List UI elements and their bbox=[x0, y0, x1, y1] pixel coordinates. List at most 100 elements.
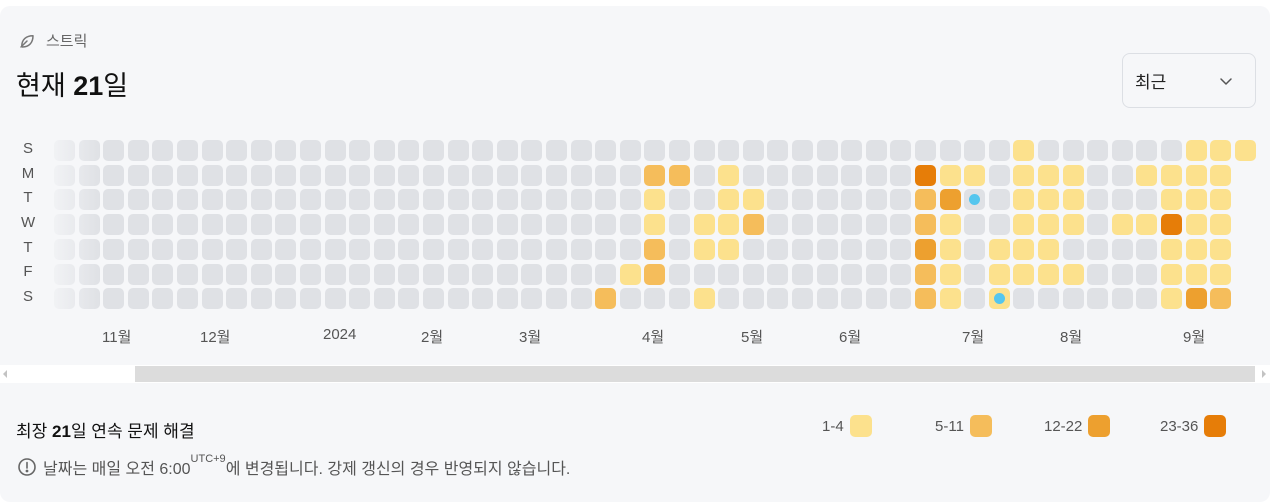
heatmap-cell[interactable] bbox=[964, 239, 985, 260]
heatmap-cell[interactable] bbox=[866, 214, 887, 235]
heatmap-cell[interactable] bbox=[325, 264, 346, 285]
heatmap-cell[interactable] bbox=[1186, 214, 1207, 235]
heatmap-cell[interactable] bbox=[374, 189, 395, 210]
heatmap-cell[interactable] bbox=[226, 189, 247, 210]
heatmap-cell[interactable] bbox=[472, 239, 493, 260]
heatmap-cell[interactable] bbox=[915, 264, 936, 285]
heatmap-cell[interactable] bbox=[620, 165, 641, 186]
heatmap-cell[interactable] bbox=[202, 239, 223, 260]
heatmap-cell[interactable] bbox=[398, 288, 419, 309]
heatmap-cell[interactable] bbox=[915, 140, 936, 161]
heatmap-cell[interactable] bbox=[1136, 288, 1157, 309]
heatmap-cell[interactable] bbox=[325, 239, 346, 260]
heatmap-cell[interactable] bbox=[620, 214, 641, 235]
heatmap-cell[interactable] bbox=[54, 239, 75, 260]
heatmap-cell[interactable] bbox=[866, 288, 887, 309]
heatmap-cell[interactable] bbox=[128, 264, 149, 285]
heatmap-cell[interactable] bbox=[472, 189, 493, 210]
heatmap-cell[interactable] bbox=[325, 140, 346, 161]
heatmap-cell[interactable] bbox=[497, 140, 518, 161]
heatmap-cell[interactable] bbox=[226, 288, 247, 309]
heatmap-cell[interactable] bbox=[497, 264, 518, 285]
heatmap-cell[interactable] bbox=[644, 165, 665, 186]
heatmap-cell[interactable] bbox=[251, 214, 272, 235]
heatmap-cell[interactable] bbox=[940, 288, 961, 309]
heatmap-cell[interactable] bbox=[694, 140, 715, 161]
heatmap-cell[interactable] bbox=[374, 288, 395, 309]
heatmap-cell[interactable] bbox=[448, 189, 469, 210]
heatmap-cell[interactable] bbox=[767, 214, 788, 235]
heatmap-cell[interactable] bbox=[472, 264, 493, 285]
heatmap-cell[interactable] bbox=[79, 239, 100, 260]
heatmap-cell[interactable] bbox=[1013, 140, 1034, 161]
heatmap-cell[interactable] bbox=[1087, 288, 1108, 309]
heatmap-cell[interactable] bbox=[374, 264, 395, 285]
heatmap-cell[interactable] bbox=[866, 165, 887, 186]
heatmap-cell[interactable] bbox=[1210, 165, 1231, 186]
heatmap-cell[interactable] bbox=[1013, 239, 1034, 260]
heatmap-cell[interactable] bbox=[1161, 288, 1182, 309]
heatmap-cell[interactable] bbox=[497, 189, 518, 210]
heatmap-cell[interactable] bbox=[1087, 214, 1108, 235]
heatmap-cell[interactable] bbox=[915, 165, 936, 186]
heatmap-cell[interactable] bbox=[644, 264, 665, 285]
heatmap-cell[interactable] bbox=[497, 214, 518, 235]
heatmap-cell[interactable] bbox=[571, 140, 592, 161]
heatmap-cell[interactable] bbox=[54, 264, 75, 285]
heatmap-cell[interactable] bbox=[792, 288, 813, 309]
heatmap-cell[interactable] bbox=[202, 264, 223, 285]
heatmap-cell[interactable] bbox=[275, 239, 296, 260]
heatmap-cell[interactable] bbox=[718, 239, 739, 260]
heatmap-cell[interactable] bbox=[817, 140, 838, 161]
heatmap-cell[interactable] bbox=[890, 264, 911, 285]
heatmap-cell[interactable] bbox=[349, 288, 370, 309]
heatmap-cell[interactable] bbox=[1087, 165, 1108, 186]
heatmap-cell[interactable] bbox=[620, 288, 641, 309]
heatmap-cell[interactable] bbox=[177, 214, 198, 235]
heatmap-cell[interactable] bbox=[448, 239, 469, 260]
heatmap-cell[interactable] bbox=[841, 288, 862, 309]
heatmap-cell[interactable] bbox=[915, 239, 936, 260]
heatmap-cell[interactable] bbox=[915, 214, 936, 235]
heatmap-cell[interactable] bbox=[743, 165, 764, 186]
heatmap-cell[interactable] bbox=[79, 264, 100, 285]
heatmap-cell[interactable] bbox=[669, 288, 690, 309]
heatmap-cell[interactable] bbox=[398, 140, 419, 161]
heatmap-cell[interactable] bbox=[964, 264, 985, 285]
heatmap-cell[interactable] bbox=[202, 288, 223, 309]
heatmap-cell[interactable] bbox=[595, 239, 616, 260]
heatmap-cell[interactable] bbox=[423, 165, 444, 186]
heatmap-cell[interactable] bbox=[1112, 288, 1133, 309]
heatmap-cell[interactable] bbox=[423, 264, 444, 285]
heatmap-cell[interactable] bbox=[964, 140, 985, 161]
heatmap-cell[interactable] bbox=[866, 239, 887, 260]
heatmap-cell[interactable] bbox=[1161, 140, 1182, 161]
heatmap-cell[interactable] bbox=[1038, 288, 1059, 309]
heatmap-cell[interactable] bbox=[54, 189, 75, 210]
heatmap-cell[interactable] bbox=[595, 288, 616, 309]
heatmap-cell[interactable] bbox=[325, 189, 346, 210]
heatmap-cell[interactable] bbox=[620, 239, 641, 260]
heatmap-cell[interactable] bbox=[152, 140, 173, 161]
heatmap-cell[interactable] bbox=[103, 140, 124, 161]
heatmap-cell[interactable] bbox=[423, 189, 444, 210]
heatmap-cell[interactable] bbox=[1186, 264, 1207, 285]
heatmap-cell[interactable] bbox=[152, 214, 173, 235]
heatmap-cell[interactable] bbox=[275, 214, 296, 235]
heatmap-cell[interactable] bbox=[103, 264, 124, 285]
heatmap-cell[interactable] bbox=[767, 189, 788, 210]
heatmap-cell[interactable] bbox=[423, 239, 444, 260]
heatmap-cell-marked[interactable] bbox=[989, 288, 1010, 309]
heatmap-cell[interactable] bbox=[890, 189, 911, 210]
heatmap-cell[interactable] bbox=[817, 189, 838, 210]
heatmap-cell[interactable] bbox=[1210, 239, 1231, 260]
heatmap-cell[interactable] bbox=[718, 189, 739, 210]
heatmap-cell[interactable] bbox=[841, 239, 862, 260]
heatmap-cell[interactable] bbox=[177, 189, 198, 210]
heatmap-cell[interactable] bbox=[817, 288, 838, 309]
heatmap-cell[interactable] bbox=[989, 140, 1010, 161]
heatmap-cell[interactable] bbox=[521, 288, 542, 309]
heatmap-cell[interactable] bbox=[890, 214, 911, 235]
heatmap-cell[interactable] bbox=[1136, 214, 1157, 235]
heatmap-cell[interactable] bbox=[349, 165, 370, 186]
